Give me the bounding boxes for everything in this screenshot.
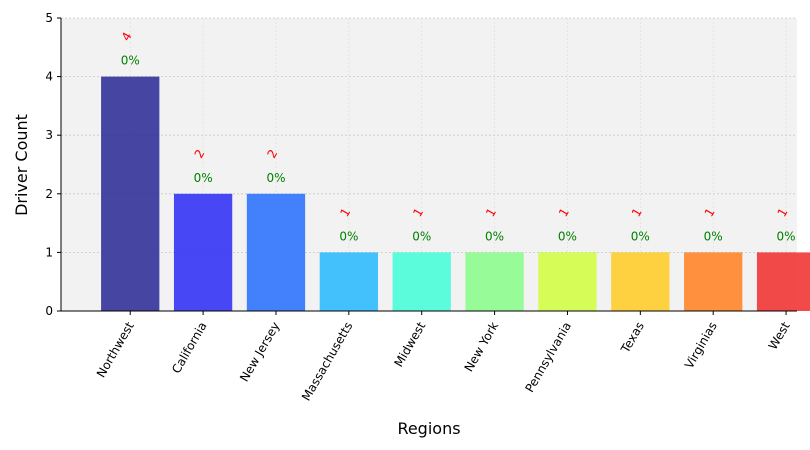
y-tick-label: 3	[45, 128, 53, 142]
bar-california	[173, 193, 233, 311]
percent-label: 0%	[194, 171, 213, 185]
percent-label: 0%	[412, 229, 431, 243]
bar-pennsylvania	[538, 252, 597, 311]
percent-label: 0%	[121, 54, 140, 68]
bar-virginias	[684, 252, 743, 311]
x-axis-title: Regions	[397, 419, 460, 438]
data-labels: 0%40%20%20%10%10%10%10%10%10%1	[119, 30, 796, 244]
bar-midwest	[392, 252, 451, 311]
bar-northwest	[101, 76, 160, 311]
y-ticks: 0 1 2 3 4 5	[45, 11, 61, 318]
y-tick-label: 0	[45, 304, 53, 318]
bar-west	[756, 252, 810, 311]
percent-label: 0%	[631, 229, 650, 243]
y-tick-label: 1	[45, 245, 53, 259]
percent-label: 0%	[777, 229, 796, 243]
x-tick-label: Midwest	[391, 319, 428, 369]
x-tick-label: Texas	[618, 320, 647, 357]
y-tick-label: 4	[45, 70, 53, 84]
x-ticks: Northwest California New Jersey Massachuset…	[94, 311, 793, 403]
bars	[101, 76, 810, 311]
bar-new-york	[465, 252, 524, 311]
x-tick-label: Northwest	[94, 319, 137, 380]
percent-label: 0%	[704, 229, 723, 243]
x-tick-label: California	[169, 320, 210, 376]
x-tick-label: West	[766, 319, 793, 352]
x-tick-label: New York	[462, 319, 502, 374]
x-tick-label: New Jersey	[237, 320, 282, 385]
percent-label: 0%	[339, 229, 358, 243]
bar-new-jersey	[246, 193, 306, 311]
y-tick-label: 5	[45, 11, 53, 25]
x-tick-label: Massachusetts	[299, 320, 355, 404]
x-tick-label: Pennsylvania	[523, 320, 575, 395]
percent-label: 0%	[558, 229, 577, 243]
bar-massachusetts	[319, 252, 378, 311]
percent-label: 0%	[485, 229, 504, 243]
x-tick-label: Virginias	[682, 320, 720, 372]
bar-texas	[611, 252, 670, 311]
y-tick-label: 2	[45, 187, 53, 201]
y-axis-title: Driver Count	[12, 114, 31, 216]
percent-label: 0%	[266, 171, 285, 185]
